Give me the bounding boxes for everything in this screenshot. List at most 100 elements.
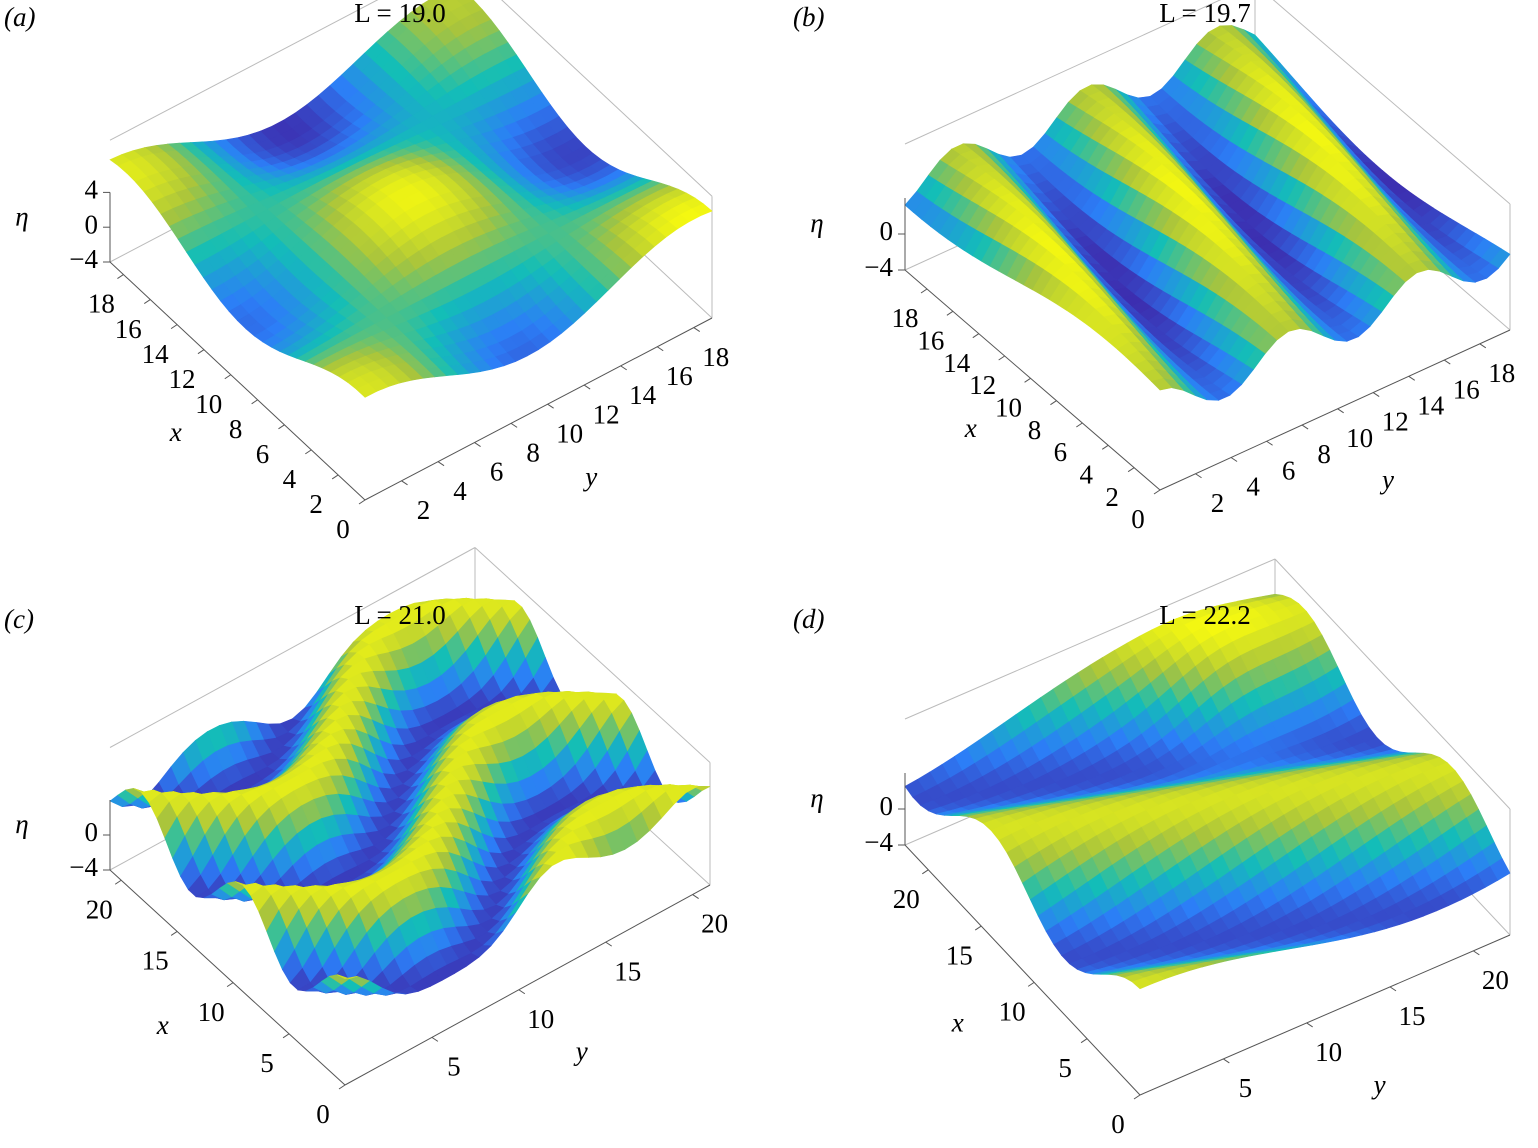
x-tick: [331, 474, 339, 480]
box-edge: [501, 0, 713, 197]
y-tick-label: 20: [1482, 965, 1509, 995]
y-tick-label: 14: [629, 380, 657, 410]
y-tick-label: 5: [447, 1052, 461, 1082]
y-tick: [620, 365, 627, 371]
y-tick: [1337, 408, 1344, 414]
x-tick: [1076, 422, 1083, 428]
x-tick: [226, 982, 234, 988]
x-tick: [922, 869, 929, 875]
y-tick: [1266, 440, 1273, 446]
chart-title: L = 19.7: [1159, 0, 1250, 28]
x-tick: [1153, 489, 1161, 495]
x-tick-label: 10: [195, 389, 222, 419]
x-tick-label: 4: [283, 464, 297, 494]
y-tick: [692, 894, 699, 899]
surface-patch: [1131, 977, 1153, 990]
z-tick-label: 0: [85, 817, 99, 847]
box-edge: [904, 558, 1276, 720]
y-tick-label: 10: [527, 1004, 554, 1034]
surface: [109, 0, 713, 398]
x-tick: [170, 931, 178, 936]
x-tick-label: 5: [260, 1048, 274, 1078]
x-tick-label: 14: [142, 339, 170, 369]
box-edge: [474, 547, 711, 763]
y-tick-label: 14: [1417, 390, 1445, 420]
x-tick: [282, 1033, 290, 1039]
x-tick: [972, 333, 980, 339]
surface-patch: [355, 383, 378, 398]
x-tick: [338, 1084, 346, 1090]
x-tick-label: 10: [995, 393, 1022, 423]
box-edge: [1274, 558, 1511, 810]
z-tick-label: −4: [69, 852, 98, 882]
surface-patch: [1150, 378, 1173, 391]
chart-title: L = 22.2: [1159, 600, 1250, 630]
panel: 0 5 10 15 20 5 10 15 20 −4 0 x y η L = 21.0 (c): [4, 547, 728, 1129]
z-axis-label: η: [15, 809, 28, 839]
axis-line: [109, 261, 366, 501]
y-tick-label: 18: [702, 342, 729, 372]
y-tick: [401, 480, 408, 486]
box-edge: [1272, 0, 1511, 205]
y-tick-label: 20: [701, 909, 728, 939]
y-tick: [1372, 392, 1380, 397]
x-tick-label: 2: [1105, 482, 1119, 512]
x-tick-label: 16: [917, 326, 944, 356]
box-edge: [109, 0, 379, 141]
y-tick: [547, 403, 554, 409]
axis-line: [1139, 934, 1511, 1096]
y-tick-label: 4: [453, 476, 467, 506]
y-axis-label: y: [582, 462, 597, 492]
y-tick: [693, 327, 701, 332]
z-tick-label: −4: [69, 244, 98, 274]
z-tick-label: 0: [880, 216, 894, 246]
x-tick: [946, 310, 954, 316]
chart-title: L = 19.0: [354, 0, 445, 28]
y-tick-label: 10: [1315, 1037, 1342, 1067]
y-tick-label: 6: [490, 457, 504, 487]
y-tick-label: 10: [556, 418, 583, 448]
y-tick: [656, 346, 664, 352]
y-tick-label: 5: [1239, 1073, 1253, 1103]
y-tick-label: 8: [1317, 439, 1331, 469]
chart-title: L = 21.0: [354, 600, 445, 630]
x-tick: [920, 288, 928, 294]
y-tick-label: 8: [526, 438, 540, 468]
x-tick: [305, 449, 312, 455]
x-axis-label: x: [156, 1010, 169, 1040]
x-tick: [117, 274, 124, 279]
x-tick: [1024, 377, 1031, 383]
y-tick: [1473, 950, 1480, 956]
x-tick-label: 4: [1079, 460, 1093, 490]
y-tick-label: 18: [1488, 358, 1515, 388]
y-tick-label: 6: [1282, 455, 1296, 485]
y-tick: [605, 941, 612, 947]
surface: [904, 25, 1511, 401]
y-tick-label: 15: [614, 956, 641, 986]
x-tick: [278, 424, 285, 430]
x-tick-label: 14: [943, 348, 971, 378]
y-tick: [518, 989, 526, 995]
x-tick: [998, 355, 1005, 361]
x-tick: [170, 324, 178, 330]
x-tick-label: 5: [1058, 1053, 1072, 1083]
y-tick: [1223, 1058, 1230, 1064]
x-tick: [1027, 981, 1035, 987]
x-tick: [143, 299, 151, 304]
y-tick-label: 12: [1382, 407, 1409, 437]
x-tick-label: 15: [946, 940, 973, 970]
y-tick-label: 2: [417, 495, 431, 525]
x-tick-label: 15: [142, 946, 169, 976]
z-tick-label: 4: [85, 175, 99, 205]
x-tick-label: 0: [316, 1099, 330, 1129]
y-tick: [1306, 1022, 1313, 1028]
x-tick: [1080, 1038, 1088, 1044]
y-tick: [1301, 424, 1309, 430]
y-axis-label: y: [1371, 1069, 1386, 1099]
y-tick: [583, 384, 591, 390]
x-tick-label: 18: [892, 303, 919, 333]
